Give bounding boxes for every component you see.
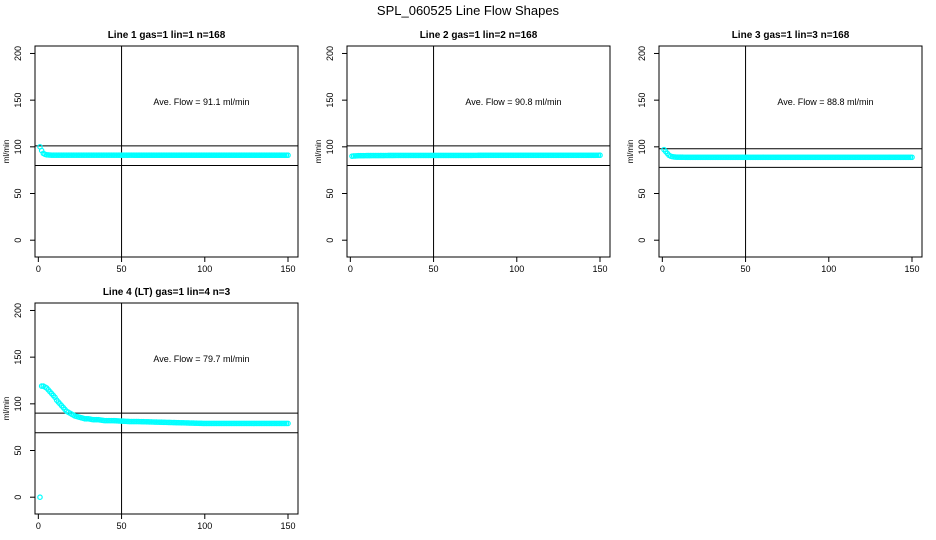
x-tick-label: 100 [197, 521, 212, 531]
plot-frame [658, 45, 923, 258]
plot-frame [34, 302, 299, 515]
data-series [349, 152, 603, 159]
y-tick-label: 50 [637, 189, 647, 199]
data-series [37, 144, 291, 159]
x-tick-label: 0 [36, 264, 41, 274]
x-tick-label: 150 [280, 264, 295, 274]
y-tick-label: 200 [13, 303, 23, 318]
data-point [595, 152, 602, 159]
data-point [93, 416, 100, 423]
x-tick-label: 50 [117, 521, 127, 531]
x-tick-label: 0 [660, 264, 665, 274]
x-tick-label: 0 [348, 264, 353, 274]
y-tick-label: 100 [637, 139, 647, 154]
y-axis-label: ml/min [2, 397, 11, 421]
data-point [77, 414, 83, 421]
x-tick-label: 150 [904, 264, 919, 274]
data-point [283, 152, 290, 159]
y-tick-label: 50 [325, 189, 335, 199]
y-tick-label: 0 [325, 238, 335, 243]
x-tick-label: 150 [592, 264, 607, 274]
chart-panel-2: Line 2 gas=1 lin=2 n=168 0 50 100 150 0 50 100 1… [314, 30, 611, 274]
data-point [907, 154, 914, 161]
x-tick-label: 50 [117, 264, 127, 274]
chart-panel-4: Line 4 (LT) gas=1 lin=4 n=3 0 50 100 150 0 50 1… [2, 287, 299, 531]
data-point [100, 417, 107, 424]
y-tick-label: 200 [637, 46, 647, 61]
y-tick-label: 100 [325, 139, 335, 154]
y-tick-label: 50 [13, 446, 23, 456]
chart-panel-3: Line 3 gas=1 lin=3 n=168 0 50 100 150 0 50 100 1… [626, 30, 923, 274]
y-tick-label: 150 [637, 93, 647, 108]
x-tick-label: 50 [429, 264, 439, 274]
data-point [88, 416, 95, 423]
figure-title: SPL_060525 Line Flow Shapes [377, 3, 560, 18]
data-point [73, 413, 80, 420]
x-tick-label: 100 [197, 264, 212, 274]
panel-title: Line 2 gas=1 lin=2 n=168 [420, 30, 538, 41]
data-series [661, 146, 915, 161]
x-tick-label: 150 [280, 521, 295, 531]
y-tick-label: 0 [13, 495, 23, 500]
average-flow-annotation: Ave. Flow = 88.8 ml/min [777, 97, 873, 107]
x-tick-label: 100 [509, 264, 524, 274]
plot-frame [346, 45, 611, 258]
average-flow-annotation: Ave. Flow = 79.7 ml/min [153, 354, 249, 364]
data-point [80, 415, 87, 422]
data-point [283, 420, 290, 427]
average-flow-annotation: Ave. Flow = 91.1 ml/min [153, 97, 249, 107]
panel-title: Line 4 (LT) gas=1 lin=4 n=3 [103, 287, 231, 298]
y-tick-label: 100 [13, 396, 23, 411]
data-series [37, 383, 291, 500]
panel-title: Line 3 gas=1 lin=3 n=168 [732, 30, 850, 41]
y-axis-label: ml/min [314, 140, 323, 164]
x-tick-label: 100 [821, 264, 836, 274]
x-tick-label: 50 [741, 264, 751, 274]
y-tick-label: 200 [325, 46, 335, 61]
y-axis-label: ml/min [626, 140, 635, 164]
y-tick-label: 150 [13, 93, 23, 108]
panels: Line 1 gas=1 lin=1 n=168 0 50 100 150 0 50 100 1… [2, 30, 923, 531]
x-tick-label: 0 [36, 521, 41, 531]
data-point [37, 494, 43, 500]
y-tick-label: 100 [13, 139, 23, 154]
y-tick-label: 200 [13, 46, 23, 61]
y-tick-label: 150 [325, 93, 335, 108]
average-flow-annotation: Ave. Flow = 90.8 ml/min [465, 97, 561, 107]
plot-frame [34, 45, 299, 258]
y-tick-label: 50 [13, 189, 23, 199]
panel-title: Line 1 gas=1 lin=1 n=168 [108, 30, 226, 41]
y-axis-label: ml/min [2, 140, 11, 164]
data-point [117, 418, 123, 424]
chart-panel-1: Line 1 gas=1 lin=1 n=168 0 50 100 150 0 50 100 1… [2, 30, 299, 274]
y-tick-label: 0 [637, 238, 647, 243]
data-point [83, 415, 90, 422]
y-tick-label: 0 [13, 238, 23, 243]
y-tick-label: 150 [13, 350, 23, 365]
